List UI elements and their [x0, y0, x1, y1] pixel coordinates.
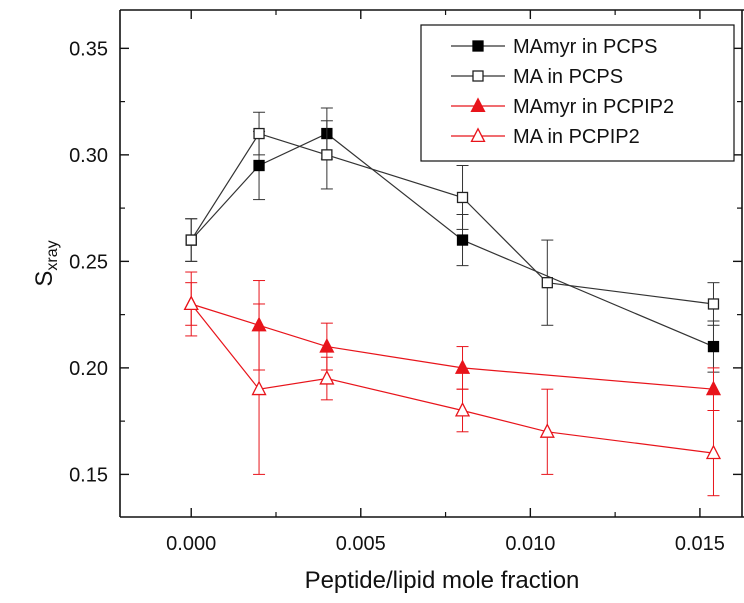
legend-item: MAmyr in PCPS — [451, 36, 657, 58]
data-point — [454, 401, 471, 417]
data-point — [539, 423, 555, 438]
data-point — [319, 337, 335, 353]
x-tick-label: 0.005 — [336, 533, 386, 555]
x-tick-label: 0.000 — [166, 533, 216, 555]
axis-ticks-layer: 0.15 0.20 0.25 0.30 0.35 0.000 0.005 0.010 0.015 — [69, 10, 742, 555]
data-point — [456, 234, 469, 246]
legend-label: MA in PCPS — [513, 66, 623, 88]
series-line — [190, 132, 714, 348]
data-point — [707, 298, 720, 310]
series-layer — [183, 107, 722, 497]
series-2 — [185, 111, 720, 326]
legend-marker — [472, 40, 484, 52]
x-tick-label: 0.015 — [675, 533, 725, 555]
data-point — [185, 234, 197, 246]
legend-item: MA in PCPIP2 — [451, 126, 640, 148]
legend-item: MA in PCPS — [451, 66, 623, 88]
legend: MAmyr in PCPS MA in PCPS MAmyr in PCPIP2 MA… — [420, 24, 735, 162]
legend-label: MAmyr in PCPIP2 — [513, 96, 674, 118]
data-point — [705, 444, 722, 460]
data-point — [251, 380, 267, 396]
plot-frame-layer — [119, 9, 744, 518]
legend-label: MA in PCPIP2 — [513, 126, 640, 148]
legend-marker — [470, 127, 486, 143]
legend-item: MAmyr in PCPIP2 — [451, 96, 674, 118]
y-axis-label: Sxray — [31, 240, 61, 286]
y-tick-label: 0.35 — [69, 38, 108, 60]
series-3 — [183, 271, 722, 411]
data-point — [183, 295, 199, 311]
y-tick-label: 0.30 — [69, 145, 108, 167]
data-point — [253, 159, 265, 172]
y-axis-label-main: S — [31, 271, 58, 287]
series-line — [190, 132, 714, 305]
x-axis-label: Peptide/lipid mole fraction — [305, 567, 580, 594]
y-tick-label: 0.15 — [69, 464, 108, 486]
data-point — [705, 380, 722, 396]
data-point — [321, 149, 333, 161]
series-line — [191, 303, 714, 390]
y-axis-label-sub: xray — [44, 240, 61, 270]
data-point — [253, 127, 265, 140]
y-tick-label: 0.20 — [69, 358, 108, 380]
legend-marker — [472, 70, 484, 82]
y-tick-label: 0.25 — [69, 251, 108, 273]
data-point — [454, 359, 471, 374]
data-point — [541, 277, 553, 289]
data-point — [456, 191, 469, 204]
x-tick-label: 0.010 — [505, 533, 555, 555]
legend-marker — [470, 97, 486, 113]
data-point — [319, 369, 335, 385]
legend-label: MAmyr in PCPS — [513, 36, 657, 58]
series-line — [190, 303, 714, 454]
data-point — [707, 340, 720, 353]
series-4 — [183, 282, 722, 497]
